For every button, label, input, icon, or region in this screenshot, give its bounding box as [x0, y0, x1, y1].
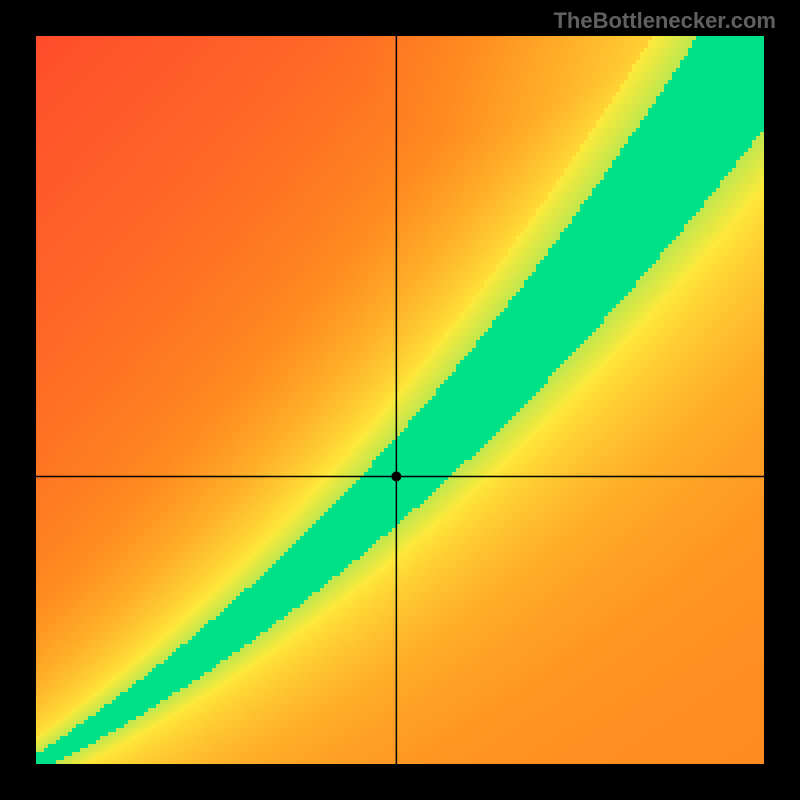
watermark-label: TheBottlenecker.com [553, 8, 776, 34]
chart-container: TheBottlenecker.com [0, 0, 800, 800]
bottleneck-heatmap [0, 0, 800, 800]
